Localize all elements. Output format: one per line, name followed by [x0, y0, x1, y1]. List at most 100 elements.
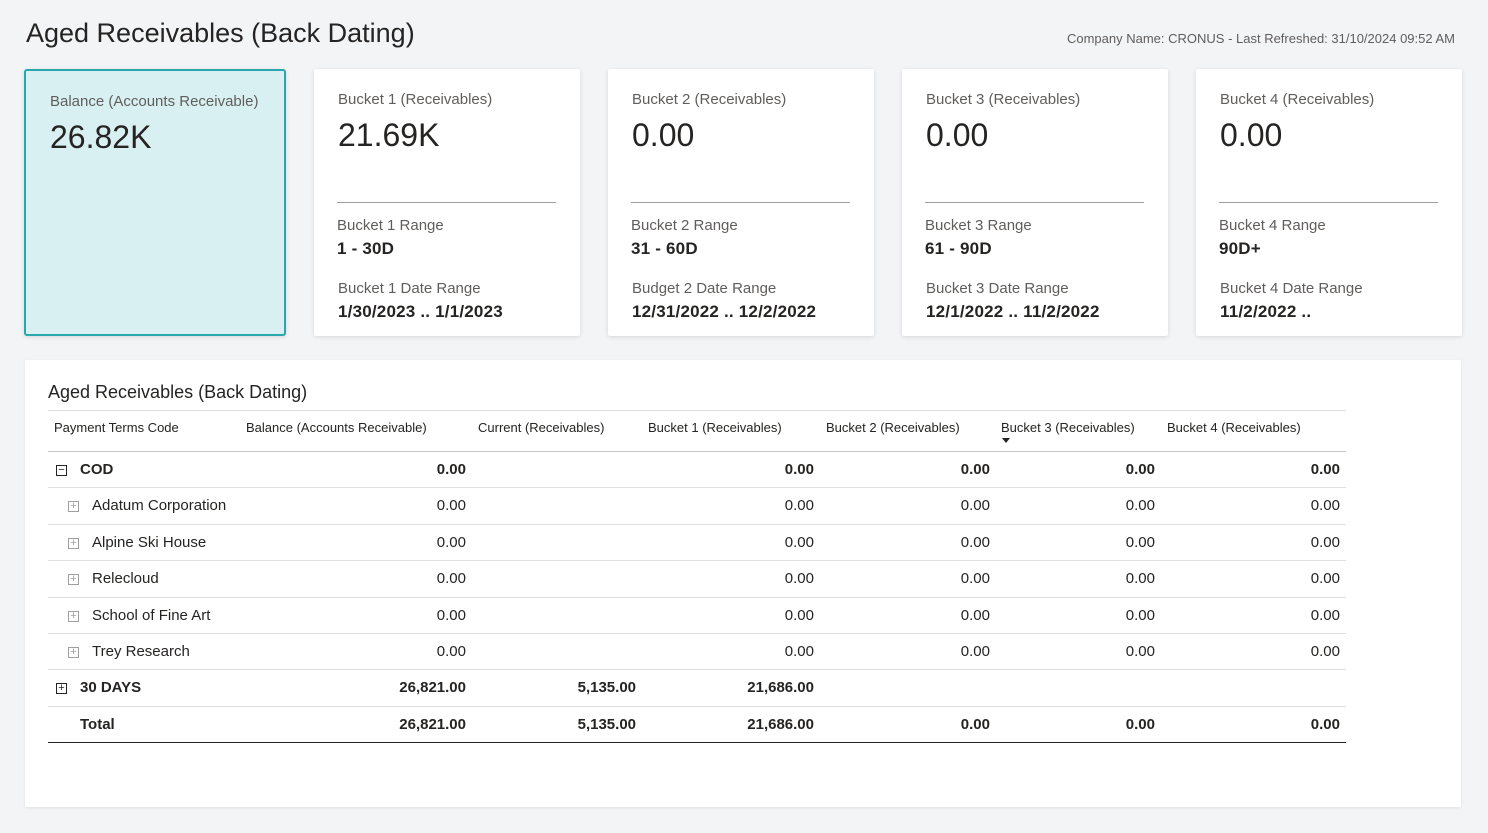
card-bucket-4[interactable]: Bucket 4 (Receivables) 0.00 Bucket 4 Ran… — [1196, 69, 1462, 336]
sort-descending-icon — [1002, 438, 1010, 443]
row-label: Trey Research — [92, 642, 190, 660]
bucket-range-label: Bucket 1 Range — [337, 217, 444, 234]
card-bucket-value: 21.69K — [338, 117, 440, 153]
bucket-range-label: Bucket 3 Range — [925, 217, 1032, 234]
matrix-header: Payment Terms Code Balance (Accounts Rec… — [48, 410, 1346, 452]
collapse-icon[interactable]: − — [56, 465, 67, 476]
cell-value: 0.00 — [784, 642, 814, 660]
bucket-date-range-label: Bucket 3 Date Range — [926, 280, 1069, 297]
column-header-current[interactable]: Current (Receivables) — [478, 420, 605, 435]
cell-value: 21,686.00 — [747, 715, 814, 733]
page-title: Aged Receivables (Back Dating) — [26, 18, 415, 48]
cell-value: 0.00 — [784, 533, 814, 551]
cell-value: 0.00 — [784, 497, 814, 515]
column-header-bucket-4[interactable]: Bucket 4 (Receivables) — [1167, 420, 1301, 435]
card-divider — [337, 202, 556, 203]
card-bucket-label: Bucket 1 (Receivables) — [338, 91, 493, 108]
company-refresh-info: Company Name: CRONUS - Last Refreshed: 3… — [1066, 31, 1455, 46]
cell-value: 0.00 — [1310, 642, 1340, 660]
column-header-bucket-1[interactable]: Bucket 1 (Receivables) — [648, 420, 782, 435]
row-label: Adatum Corporation — [92, 497, 227, 515]
cell-value: 0.00 — [784, 606, 814, 624]
column-header-bucket-3[interactable]: Bucket 3 (Receivables) — [1001, 420, 1135, 435]
bucket-date-range-value: 1/30/2023 .. 1/1/2023 — [338, 302, 503, 321]
cell-value: 0.00 — [1125, 497, 1155, 515]
row-school-of-fine-art[interactable]: + School of Fine Art 0.00 0.00 0.00 0.00 0.00 — [48, 598, 1346, 634]
cell-value: 0.00 — [1310, 461, 1340, 478]
expand-icon[interactable]: + — [68, 574, 79, 586]
matrix-table: Payment Terms Code Balance (Accounts Rec… — [48, 410, 1346, 744]
cell-value: 0.00 — [1125, 461, 1155, 478]
bucket-range-label: Bucket 4 Range — [1219, 217, 1326, 234]
cell-value: 0.00 — [1125, 642, 1155, 660]
bucket-date-range-label: Bucket 4 Date Range — [1220, 280, 1363, 297]
cell-value: 0.00 — [1125, 533, 1155, 551]
cell-value: 0.00 — [436, 642, 466, 660]
cell-value: 0.00 — [960, 570, 990, 588]
bucket-date-range-label: Budget 2 Date Range — [632, 280, 777, 297]
cell-value: 0.00 — [436, 570, 466, 588]
bucket-range-label: Bucket 2 Range — [631, 217, 738, 234]
card-bucket-2[interactable]: Bucket 2 (Receivables) 0.00 Bucket 2 Ran… — [608, 69, 874, 336]
cell-value: 0.00 — [436, 497, 466, 515]
bucket-date-range-label: Bucket 1 Date Range — [338, 280, 481, 297]
cell-value: 0.00 — [436, 461, 466, 478]
bucket-date-range-value: 12/31/2022 .. 12/2/2022 — [632, 302, 817, 321]
cell-value: 0.00 — [960, 642, 990, 660]
cell-value: 0.00 — [1125, 570, 1155, 588]
cell-value: 26,821.00 — [399, 715, 466, 733]
cell-value: 26,821.00 — [399, 679, 466, 697]
bucket-range-value: 31 - 60D — [631, 239, 698, 258]
cell-value: 21,686.00 — [747, 679, 814, 697]
row-trey-research[interactable]: + Trey Research 0.00 0.00 0.00 0.00 0.00 — [48, 634, 1346, 671]
card-divider — [631, 202, 850, 203]
card-bucket-label: Bucket 4 (Receivables) — [1220, 91, 1375, 108]
row-alpine-ski-house[interactable]: + Alpine Ski House 0.00 0.00 0.00 0.00 0.00 — [48, 525, 1346, 562]
card-divider — [925, 202, 1144, 203]
row-label: School of Fine Art — [92, 606, 211, 624]
cell-value: 5,135.00 — [577, 679, 636, 697]
matrix-panel: Aged Receivables (Back Dating) Payment T… — [25, 360, 1461, 807]
bucket-range-value: 90D+ — [1219, 239, 1261, 258]
card-divider — [1219, 202, 1438, 203]
matrix-body: − COD 0.00 0.00 0.00 0.00 0.00 + Adatum Corporat… — [48, 452, 1346, 744]
row-total[interactable]: Total 26,821.00 5,135.00 21,686.00 0.00 0.00 0… — [48, 707, 1346, 744]
expand-icon[interactable]: + — [68, 501, 79, 513]
column-header-balance[interactable]: Balance (Accounts Receivable) — [246, 420, 427, 435]
bucket-date-range-value: 11/2/2022 .. — [1220, 302, 1312, 321]
cell-value: 0.00 — [960, 461, 990, 478]
column-header-bucket-2[interactable]: Bucket 2 (Receivables) — [826, 420, 960, 435]
row-30-days[interactable]: +30 DAYS 26,821.00 5,135.00 21,686.00 — [48, 670, 1346, 707]
expand-icon[interactable]: + — [56, 683, 67, 695]
cell-value: 0.00 — [1310, 497, 1340, 515]
row-adatum-corporation[interactable]: + Adatum Corporation 0.00 0.00 0.00 0.00 0.00 — [48, 488, 1346, 525]
bucket-range-value: 1 - 30D — [337, 239, 395, 258]
cell-value: 0.00 — [960, 606, 990, 624]
cell-value: 0.00 — [1125, 606, 1155, 624]
cell-value: 5,135.00 — [577, 715, 636, 733]
cell-value: 0.00 — [1310, 606, 1340, 624]
cell-value: 0.00 — [784, 461, 814, 478]
card-bucket-3[interactable]: Bucket 3 (Receivables) 0.00 Bucket 3 Ran… — [902, 69, 1168, 336]
card-balance-label: Balance (Accounts Receivable) — [50, 93, 259, 110]
row-label: Alpine Ski House — [92, 533, 207, 551]
bucket-range-value: 61 - 90D — [925, 239, 992, 258]
expand-icon[interactable]: + — [68, 537, 79, 549]
card-bucket-value: 0.00 — [926, 117, 989, 153]
card-balance[interactable]: Balance (Accounts Receivable) 26.82K — [24, 69, 286, 336]
row-label: Total — [80, 715, 115, 733]
cell-value: 0.00 — [784, 570, 814, 588]
expand-icon[interactable]: + — [68, 646, 79, 658]
cell-value: 0.00 — [1310, 715, 1340, 733]
card-bucket-label: Bucket 3 (Receivables) — [926, 91, 1081, 108]
cell-value: 0.00 — [1125, 715, 1155, 733]
expand-icon[interactable]: + — [68, 610, 79, 622]
card-bucket-1[interactable]: Bucket 1 (Receivables) 21.69K Bucket 1 R… — [314, 69, 580, 336]
cell-value: 0.00 — [436, 533, 466, 551]
card-bucket-value: 0.00 — [632, 117, 695, 153]
column-header-payment-terms[interactable]: Payment Terms Code — [54, 420, 179, 435]
row-cod[interactable]: − COD 0.00 0.00 0.00 0.00 0.00 — [48, 452, 1346, 489]
cell-value: 0.00 — [436, 606, 466, 624]
row-relecloud[interactable]: + Relecloud 0.00 0.00 0.00 0.00 0.00 — [48, 561, 1346, 598]
card-bucket-value: 0.00 — [1220, 117, 1283, 153]
